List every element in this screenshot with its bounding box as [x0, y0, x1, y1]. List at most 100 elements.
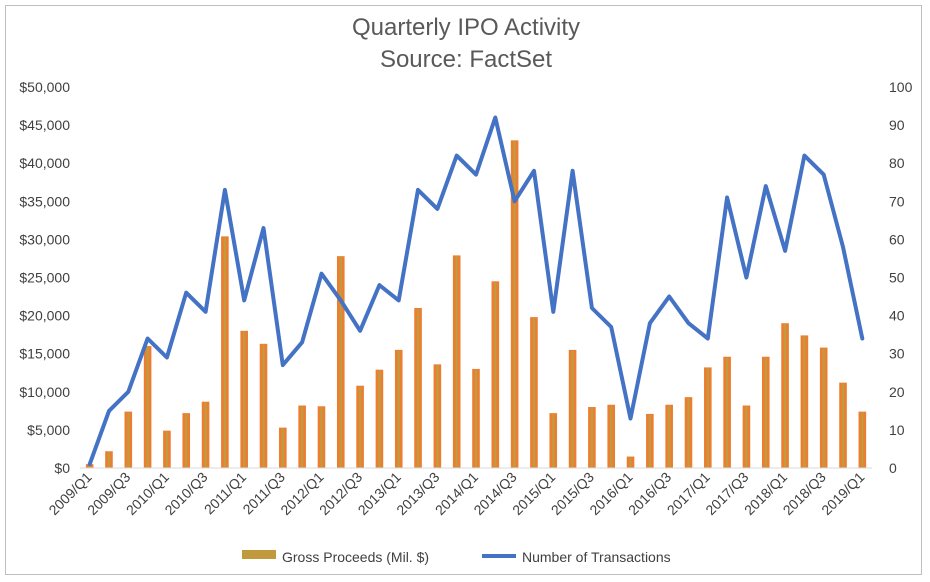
bar-core — [571, 350, 574, 468]
bar-core — [185, 414, 188, 468]
bar-core — [687, 398, 690, 468]
gross-proceeds-bars — [85, 140, 867, 468]
y-right-tick-label: 0 — [889, 460, 897, 476]
chart-subtitle: Source: FactSet — [380, 46, 552, 73]
y-left-tick-label: $10,000 — [19, 384, 70, 400]
y-right-tick-label: 20 — [889, 384, 905, 400]
bar-2010-Q2 — [182, 413, 191, 468]
bar-2011-Q1 — [240, 330, 248, 468]
y-right-tick-label: 30 — [889, 346, 905, 362]
bar-2016-Q3 — [665, 404, 673, 468]
chart-title: Quarterly IPO Activity — [352, 14, 580, 41]
legend-swatch-gross-proceeds — [242, 550, 276, 559]
bar-2018-Q1 — [781, 323, 789, 468]
bar-2018-Q3 — [819, 347, 828, 468]
bar-2011-Q4 — [298, 405, 306, 468]
y-left-tick-label: $40,000 — [19, 155, 70, 171]
bar-core — [320, 407, 323, 468]
x-axis: 2009/Q12009/Q32010/Q12010/Q32011/Q12011/… — [45, 469, 867, 518]
x-tick-label: 2019/Q1 — [818, 469, 867, 518]
bar-core — [107, 452, 111, 468]
bar-2016-Q1 — [626, 456, 635, 468]
legend: Gross Proceeds (Mil. $) Number of Transa… — [242, 549, 671, 565]
bar-core — [532, 318, 536, 468]
bar-core — [262, 344, 265, 468]
bar-2011-Q2 — [259, 343, 268, 468]
bar-core — [764, 357, 767, 468]
bar-core — [803, 336, 806, 468]
y-left-tick-label: $20,000 — [19, 308, 70, 324]
bar-2010-Q4 — [221, 236, 229, 468]
y-left-tick-label: $15,000 — [19, 346, 70, 362]
bar-core — [416, 308, 420, 468]
y-axis-left: $0 $5,000 $10,000 $15,000 $20,000 $25,000 $30,… — [19, 79, 70, 476]
y-right-tick-label: 40 — [889, 308, 905, 324]
bar-2014-Q4 — [530, 317, 538, 468]
bar-core — [474, 369, 478, 468]
bar-core — [513, 141, 516, 468]
y-right-tick-label: 70 — [889, 193, 905, 209]
bar-2017-Q1 — [704, 367, 712, 468]
x-tick-label: 2010/Q3 — [161, 469, 210, 518]
bar-core — [590, 408, 594, 468]
bar-core — [783, 324, 787, 468]
bar-core — [706, 368, 710, 468]
legend-label-gross-proceeds: Gross Proceeds (Mil. $) — [282, 549, 429, 565]
bar-core — [667, 405, 671, 468]
bar-core — [378, 370, 381, 468]
bar-2014-Q3 — [510, 140, 519, 468]
y-left-tick-label: $45,000 — [19, 117, 70, 133]
bar-2014-Q2 — [491, 281, 500, 468]
bar-2014-Q1 — [472, 368, 480, 468]
bar-2019-Q1 — [858, 411, 867, 468]
bar-core — [861, 412, 864, 468]
bar-2015-Q3 — [588, 407, 596, 468]
bar-core — [358, 386, 362, 468]
bar-core — [281, 428, 285, 468]
bar-core — [841, 383, 845, 468]
y-left-tick-label: $0 — [54, 460, 70, 476]
chart-frame — [5, 5, 922, 575]
bar-2017-Q2 — [723, 356, 731, 468]
bar-2016-Q4 — [684, 397, 693, 468]
bar-core — [165, 431, 169, 468]
bar-core — [339, 257, 342, 468]
bar-core — [242, 331, 246, 468]
bar-core — [88, 465, 91, 468]
legend-label-transactions: Number of Transactions — [522, 549, 671, 565]
bar-2012-Q3 — [356, 385, 364, 468]
bar-core — [494, 282, 497, 468]
bar-core — [146, 347, 149, 468]
bar-2015-Q1 — [549, 413, 558, 468]
bar-2013-Q3 — [433, 364, 442, 468]
bar-core — [300, 406, 304, 468]
y-right-tick-label: 50 — [889, 270, 905, 286]
bar-2012-Q2 — [336, 256, 345, 468]
bar-core — [610, 405, 613, 468]
y-right-tick-label: 60 — [889, 231, 905, 247]
bar-2017-Q3 — [742, 405, 751, 468]
bar-core — [725, 357, 729, 468]
bar-core — [455, 256, 458, 468]
bar-core — [436, 365, 439, 468]
bar-core — [822, 348, 825, 468]
bar-2015-Q4 — [607, 404, 616, 468]
bar-2013-Q2 — [414, 307, 422, 468]
bar-2009-Q3 — [124, 411, 133, 468]
y-right-tick-label: 10 — [889, 422, 905, 438]
bar-2015-Q2 — [568, 349, 577, 468]
bar-2016-Q2 — [646, 413, 654, 468]
y-right-tick-label: 90 — [889, 117, 905, 133]
bar-2009-Q2 — [105, 451, 113, 468]
bar-2017-Q4 — [761, 356, 770, 468]
transactions-polyline — [87, 115, 865, 467]
y-right-tick-label: 80 — [889, 155, 905, 171]
y-left-tick-label: $30,000 — [19, 231, 70, 247]
y-left-tick-label: $35,000 — [19, 193, 70, 209]
bar-2012-Q1 — [317, 406, 326, 468]
bar-2010-Q3 — [201, 401, 210, 468]
bar-core — [204, 402, 207, 468]
bar-core — [629, 457, 632, 468]
y-right-tick-label: 100 — [889, 79, 913, 95]
bar-core — [648, 414, 652, 468]
